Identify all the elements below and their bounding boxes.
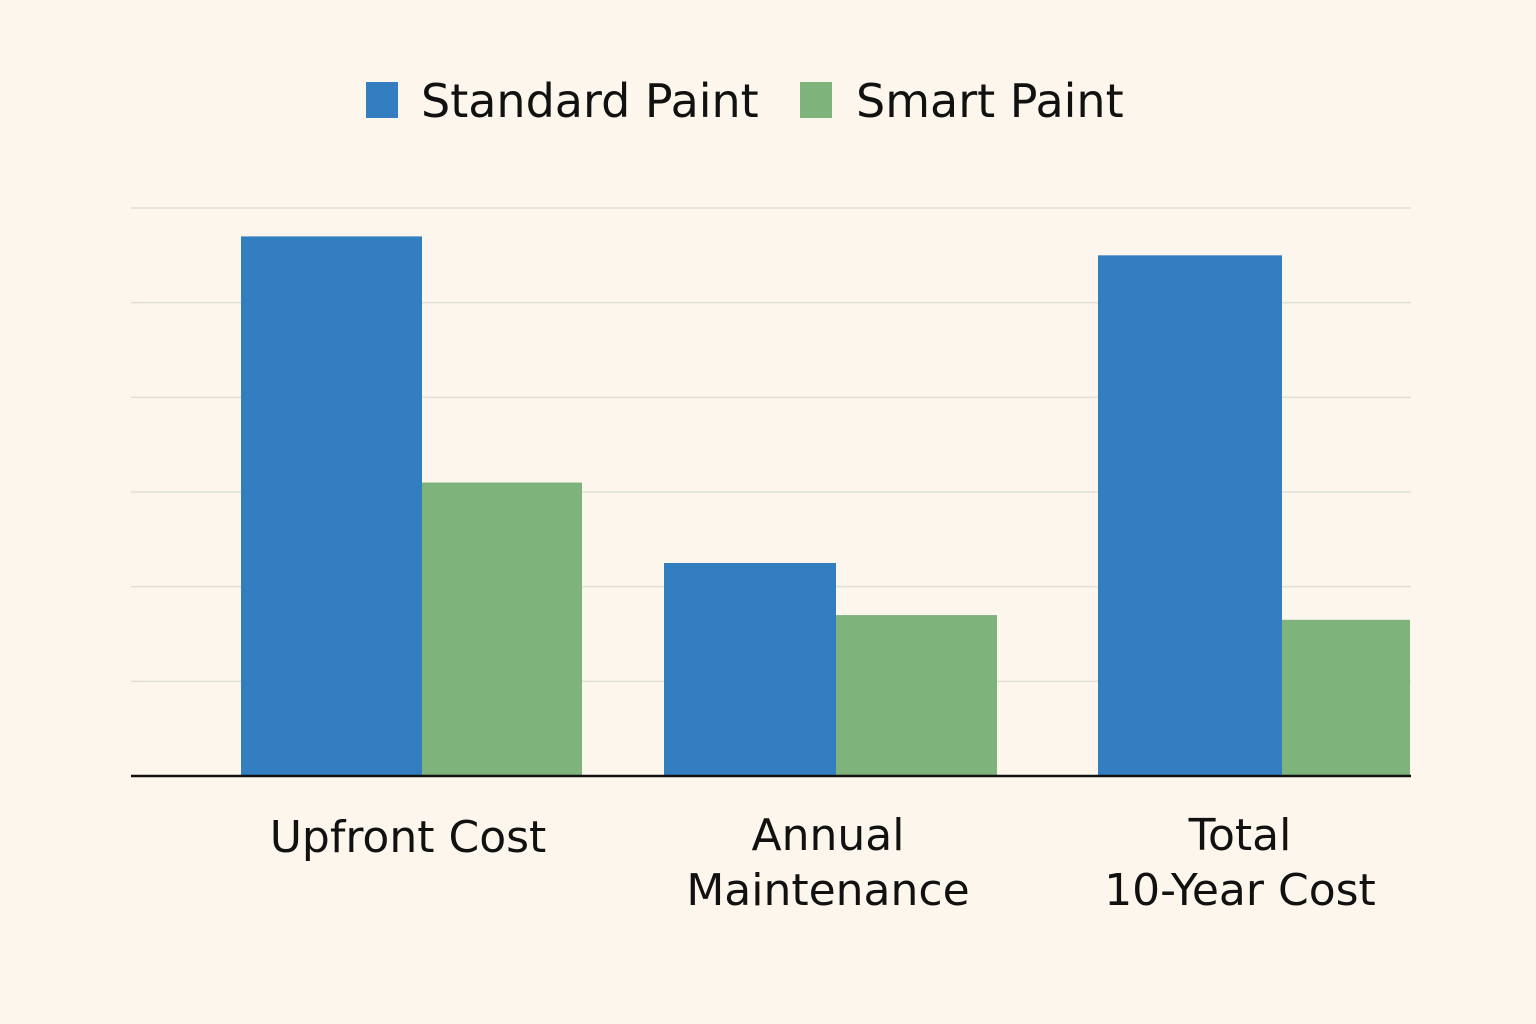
legend-swatch-smart-paint	[800, 82, 832, 118]
bar-standard-paint-2	[1098, 255, 1282, 777]
legend-label-standard-paint: Standard Paint	[421, 74, 759, 128]
x-tick-label-2-1: 10-Year Cost	[1104, 865, 1376, 916]
x-tick-label-1-0: Annual	[752, 810, 905, 861]
bars	[241, 236, 1410, 777]
legend: Standard Paint Smart Paint	[366, 74, 1124, 128]
legend-label-smart-paint: Smart Paint	[856, 74, 1124, 128]
x-tick-label-1-1: Maintenance	[686, 865, 969, 916]
x-tick-label-2-0: Total	[1188, 810, 1292, 861]
x-tick-label-0-0: Upfront Cost	[270, 812, 547, 863]
bar-smart-paint-0	[422, 482, 582, 776]
legend-swatch-standard-paint	[366, 82, 398, 118]
bar-smart-paint-1	[836, 615, 997, 776]
bar-smart-paint-2	[1282, 619, 1410, 776]
bar-standard-paint-1	[664, 563, 836, 776]
bar-standard-paint-0	[241, 236, 422, 776]
